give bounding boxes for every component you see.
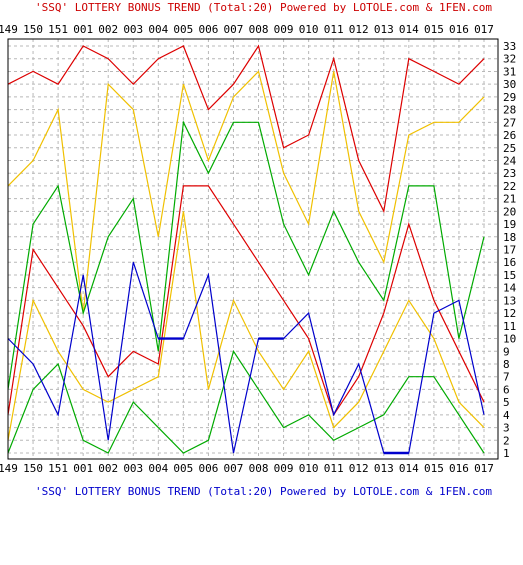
- y-tick-label: 5: [503, 396, 510, 409]
- y-tick-label: 2: [503, 434, 510, 447]
- x-tick-label-bottom: 006: [198, 462, 218, 475]
- y-tick-label: 22: [503, 180, 516, 193]
- x-tick-label-top: 017: [474, 23, 494, 36]
- x-tick-label-top: 014: [399, 23, 419, 36]
- x-tick-label-bottom: 015: [424, 462, 444, 475]
- y-tick-label: 29: [503, 91, 516, 104]
- y-tick-label: 12: [503, 307, 516, 320]
- y-tick-label: 21: [503, 193, 516, 206]
- x-tick-label-top: 151: [48, 23, 68, 36]
- x-tick-label-top: 149: [0, 23, 18, 36]
- x-tick-labels-top: 149 150 151 001 002 003 004 005 006 007 008 009 010 0…: [0, 23, 494, 36]
- series-line-2: [7, 70, 485, 314]
- y-tick-label: 31: [503, 65, 516, 78]
- series-line-4: [7, 185, 485, 417]
- x-tick-label-top: 005: [173, 23, 193, 36]
- y-tick-label: 18: [503, 231, 516, 244]
- series-lines: [7, 44, 485, 455]
- grid: [7, 39, 498, 459]
- x-tick-label-top: 150: [23, 23, 43, 36]
- x-tick-label-bottom: 013: [374, 462, 394, 475]
- y-tick-label: 6: [503, 383, 510, 396]
- x-tick-label-top: 013: [374, 23, 394, 36]
- x-tick-label-top: 015: [424, 23, 444, 36]
- y-tick-label: 17: [503, 244, 516, 257]
- y-tick-label: 26: [503, 129, 516, 142]
- y-tick-label: 32: [503, 53, 516, 66]
- x-tick-label-top: 010: [299, 23, 319, 36]
- y-tick-label: 20: [503, 205, 516, 218]
- x-tick-label-bottom: 150: [23, 462, 43, 475]
- series-line-6: [7, 349, 485, 454]
- y-tick-label: 23: [503, 167, 516, 180]
- y-tick-label: 3: [503, 422, 510, 435]
- y-tick-label: 9: [503, 345, 510, 358]
- x-tick-label-bottom: 001: [73, 462, 93, 475]
- y-tick-label: 13: [503, 294, 516, 307]
- y-tick-label: 15: [503, 269, 516, 282]
- y-tick-label: 4: [503, 409, 510, 422]
- y-tick-label: 7: [503, 371, 510, 384]
- y-tick-label: 30: [503, 78, 516, 91]
- series-line-1: [7, 44, 485, 214]
- x-tick-label-bottom: 004: [148, 462, 168, 475]
- y-tick-label: 16: [503, 256, 516, 269]
- x-tick-label-bottom: 008: [249, 462, 269, 475]
- plot-frame: [7, 38, 499, 460]
- x-tick-label-bottom: 016: [449, 462, 469, 475]
- x-tick-label-bottom: 007: [224, 462, 244, 475]
- x-tick-label-bottom: 151: [48, 462, 68, 475]
- series-line-5: [7, 211, 485, 441]
- x-tick-label-bottom: 149: [0, 462, 18, 475]
- series-line-3: [7, 120, 485, 390]
- chart-footer: 'SSQ' LOTTERY BONUS TREND (Total:20) Pow…: [35, 485, 492, 498]
- x-tick-label-top: 009: [274, 23, 294, 36]
- x-tick-label-top: 002: [98, 23, 118, 36]
- x-tick-label-top: 011: [324, 23, 344, 36]
- x-tick-label-top: 006: [198, 23, 218, 36]
- x-tick-label-bottom: 011: [324, 462, 344, 475]
- x-tick-label-top: 003: [123, 23, 143, 36]
- x-tick-label-top: 007: [224, 23, 244, 36]
- y-tick-label: 28: [503, 104, 516, 117]
- x-tick-label-bottom: 014: [399, 462, 419, 475]
- x-tick-labels-bottom: 149 150 151 001 002 003 004 005 006 007 008 009 010 0…: [0, 462, 494, 475]
- x-tick-label-bottom: 017: [474, 462, 494, 475]
- y-tick-labels: 3332313029282726252423222120191817161514…: [503, 40, 517, 460]
- chart-title: 'SSQ' LOTTERY BONUS TREND (Total:20) Pow…: [35, 1, 492, 14]
- x-tick-label-top: 016: [449, 23, 469, 36]
- y-tick-label: 19: [503, 218, 516, 231]
- y-tick-label: 1: [503, 447, 510, 460]
- x-tick-label-bottom: 009: [274, 462, 294, 475]
- x-tick-label-bottom: 002: [98, 462, 118, 475]
- x-tick-label-top: 004: [148, 23, 168, 36]
- y-tick-label: 10: [503, 333, 516, 346]
- y-tick-label: 8: [503, 358, 510, 371]
- y-tick-label: 27: [503, 116, 516, 129]
- x-tick-label-top: 012: [349, 23, 369, 36]
- y-tick-label: 33: [503, 40, 516, 53]
- y-tick-label: 25: [503, 142, 516, 155]
- x-tick-label-top: 001: [73, 23, 93, 36]
- x-tick-label-bottom: 003: [123, 462, 143, 475]
- x-tick-label-top: 008: [249, 23, 269, 36]
- y-tick-label: 11: [503, 320, 516, 333]
- x-tick-label-bottom: 005: [173, 462, 193, 475]
- y-tick-label: 24: [503, 154, 517, 167]
- x-tick-label-bottom: 010: [299, 462, 319, 475]
- x-tick-label-bottom: 012: [349, 462, 369, 475]
- y-tick-label: 14: [503, 282, 517, 295]
